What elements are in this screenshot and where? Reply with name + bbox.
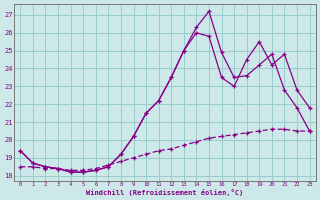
X-axis label: Windchill (Refroidissement éolien,°C): Windchill (Refroidissement éolien,°C) bbox=[86, 189, 244, 196]
